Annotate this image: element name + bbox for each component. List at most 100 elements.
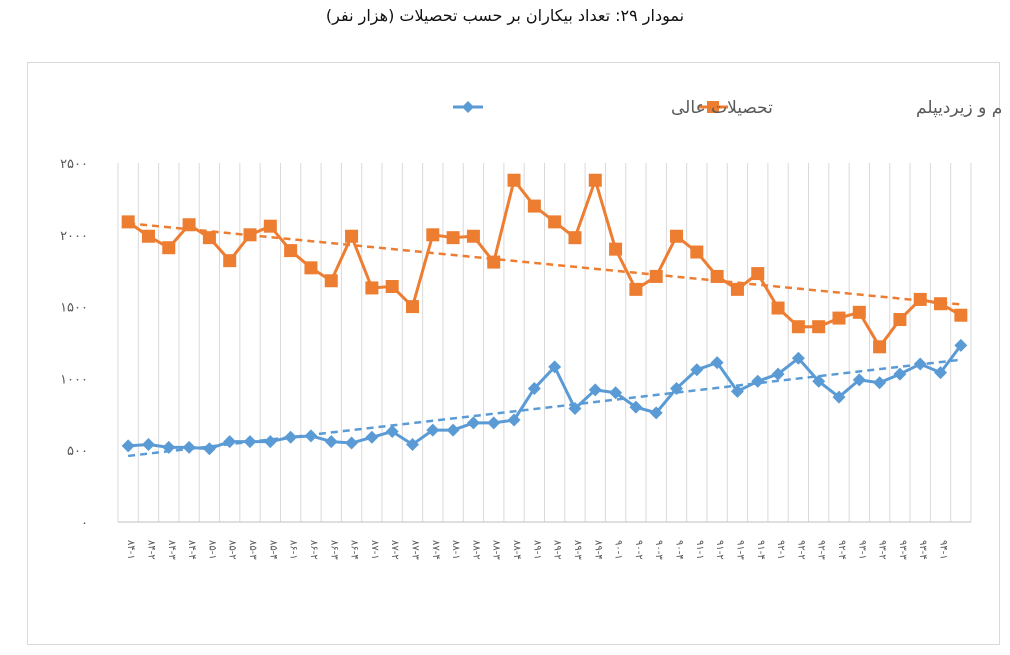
diploma-point <box>730 282 744 296</box>
diploma-point <box>751 267 765 281</box>
higher-edu-point <box>121 439 135 453</box>
diploma-point <box>710 269 724 283</box>
y-tick-label: ۵۰۰ <box>67 444 88 459</box>
diploma-point <box>121 215 135 229</box>
higher-edu-point <box>385 425 399 439</box>
diploma-point <box>893 313 907 327</box>
diploma-point <box>141 229 155 243</box>
higher-edu-point <box>446 423 460 437</box>
diploma-point <box>284 244 298 258</box>
diploma-point <box>405 300 419 314</box>
x-tick-label: ۸۶-۲ <box>308 540 319 560</box>
x-tick-label: ۸۵-۲ <box>227 540 238 560</box>
diploma-point <box>243 228 257 242</box>
higher-edu-point <box>934 366 948 380</box>
diploma-point <box>162 241 176 255</box>
diploma-point <box>954 308 968 322</box>
chart-caption: نمودار ۲۹: تعداد بیکاران بر حسب تحصیلات … <box>325 6 685 25</box>
diploma-point <box>609 242 623 256</box>
higher-edu-point <box>852 373 866 387</box>
x-tick-label: ۹۲-۴ <box>836 540 847 560</box>
higher-edu-point <box>893 367 907 381</box>
diploma-point <box>365 281 379 295</box>
x-tick-label: ۹۰-۴ <box>674 540 685 560</box>
x-tick-label: ۸۴-۱ <box>125 540 136 560</box>
y-tick-label: ۰ <box>81 516 88 531</box>
x-tick-label: ۸۶-۴ <box>349 540 360 560</box>
line-chart: ۰ ۵۰۰ ۱۰۰۰ ۱۵۰۰ ۲۰۰۰ ۲۵۰۰ ۸۴-۱ ۸۴-۲ ۸۴-۳ ۸۴-۴ ۸۵-۱… <box>60 98 1001 560</box>
higher-edu-point <box>223 435 237 449</box>
higher-edu-point <box>466 416 480 430</box>
x-tick-label: ۹۱-۴ <box>755 540 766 560</box>
diploma-point <box>832 311 846 325</box>
higher-edu-point <box>954 338 968 352</box>
x-tick-label: ۸۴-۲ <box>145 540 156 560</box>
x-tick-label: ۸۷-۱ <box>369 540 380 560</box>
x-tick-label: ۸۵-۳ <box>247 540 258 560</box>
diploma-point <box>690 245 704 259</box>
x-tick-label: ۸۹-۱ <box>531 540 542 560</box>
y-tick-label: ۲۰۰۰ <box>60 229 88 244</box>
higher-edu-point <box>568 402 582 416</box>
higher-edu-point <box>507 413 521 427</box>
x-tick-label: ۹۰-۱ <box>613 540 624 560</box>
higher-edu-point <box>548 360 562 374</box>
x-tick-label: ۸۹-۳ <box>572 540 583 560</box>
legend-diploma-label: دیپلم و زیردیپلم <box>916 98 1001 118</box>
diploma-point <box>324 274 338 288</box>
higher-edu-point <box>141 437 155 451</box>
diploma-point <box>791 320 805 334</box>
x-tick-label: ۹۳-۳ <box>897 540 908 560</box>
higher-edu-point <box>162 440 176 454</box>
diploma-point <box>548 215 562 229</box>
higher-edu-point <box>913 357 927 371</box>
diploma-point <box>345 229 359 243</box>
legend-higher-edu-label: تحصیلات عالی <box>671 98 773 118</box>
higher-edu-point <box>751 374 765 388</box>
diploma-point <box>649 269 663 283</box>
x-tick-label: ۹۳-۲ <box>877 540 888 560</box>
diploma-point <box>771 301 785 315</box>
diploma-trendline <box>128 222 961 306</box>
diploma-point <box>913 292 927 306</box>
higher-edu-point <box>730 384 744 398</box>
diploma-point <box>507 173 521 187</box>
diploma-point <box>852 305 866 319</box>
x-tick-label: ۹۱-۲ <box>714 540 725 560</box>
y-tick-label: ۱۰۰۰ <box>60 372 88 387</box>
higher-edu-point <box>873 376 887 390</box>
higher-edu-point <box>710 356 724 370</box>
y-tick-label: ۲۵۰۰ <box>60 157 88 172</box>
higher-edu-point <box>304 429 318 443</box>
diploma-point <box>588 173 602 187</box>
x-tick-label: ۹۲-۳ <box>816 540 827 560</box>
higher-edu-point <box>284 430 298 444</box>
higher-edu-point <box>629 400 643 414</box>
legend-diploma-marker <box>707 101 719 113</box>
higher-edu-point <box>263 435 277 449</box>
higher-edu-point <box>771 367 785 381</box>
higher-edu-point <box>670 381 684 395</box>
higher-edu-point <box>527 381 541 395</box>
higher-edu-point <box>812 374 826 388</box>
chart-area: ۰ ۵۰۰ ۱۰۰۰ ۱۵۰۰ ۲۰۰۰ ۲۵۰۰ ۸۴-۱ ۸۴-۲ ۸۴-۳ ۸۴-۴ ۸۵-۱… <box>27 62 1001 645</box>
x-tick-label: ۸۷-۳ <box>409 540 420 560</box>
higher-edu-point <box>649 406 663 420</box>
diploma-point <box>223 254 237 268</box>
diploma-point <box>629 282 643 296</box>
higher-edu-point <box>365 430 379 444</box>
diploma-point <box>568 231 582 245</box>
diploma-point <box>812 320 826 334</box>
higher-edu-point <box>202 442 216 456</box>
higher-edu-point <box>426 423 440 437</box>
higher-edu-point <box>690 363 704 377</box>
diploma-point <box>670 229 684 243</box>
x-tick-label: ۸۸-۴ <box>511 540 522 560</box>
higher-edu-point <box>243 435 257 449</box>
diploma-point <box>527 199 541 213</box>
x-tick-label: ۸۷-۴ <box>430 540 441 560</box>
higher-edu-point <box>832 390 846 404</box>
x-tick-label: ۹۱-۳ <box>734 540 745 560</box>
diploma-point <box>934 297 948 311</box>
x-tick-label: ۸۵-۴ <box>267 540 278 560</box>
